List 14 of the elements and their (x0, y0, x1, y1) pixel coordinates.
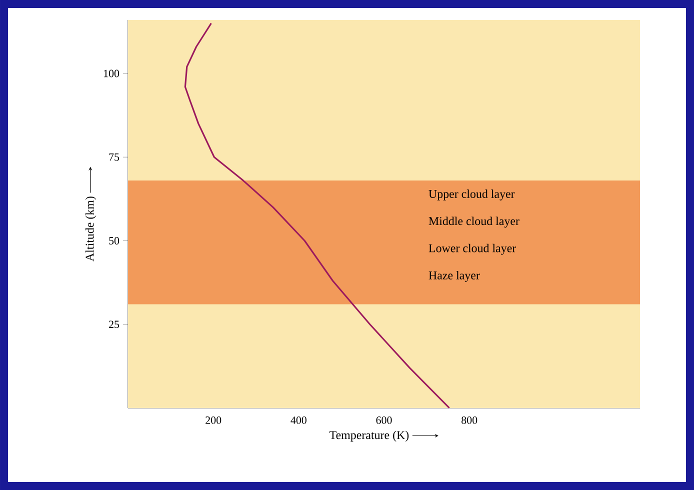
annotation: Haze layer (428, 271, 480, 282)
y-tick-label: 100 (104, 70, 120, 78)
y-tick-label: 50 (109, 237, 120, 244)
y-axis-title: Altitude (km) (85, 196, 96, 262)
annotation: Upper cloud layer (428, 190, 515, 200)
annotation: Lower cloud layer (428, 244, 516, 255)
x-tick-label: 400 (290, 416, 306, 424)
x-axis-title: Temperature (K) (330, 430, 409, 442)
y-tick-label: 75 (109, 153, 120, 161)
x-tick-label: 600 (376, 416, 392, 424)
x-tick-label: 800 (462, 416, 478, 424)
y-tick-label: 25 (109, 320, 120, 328)
annotation: Middle cloud layer (428, 216, 520, 228)
x-tick-label: 200 (206, 416, 222, 424)
